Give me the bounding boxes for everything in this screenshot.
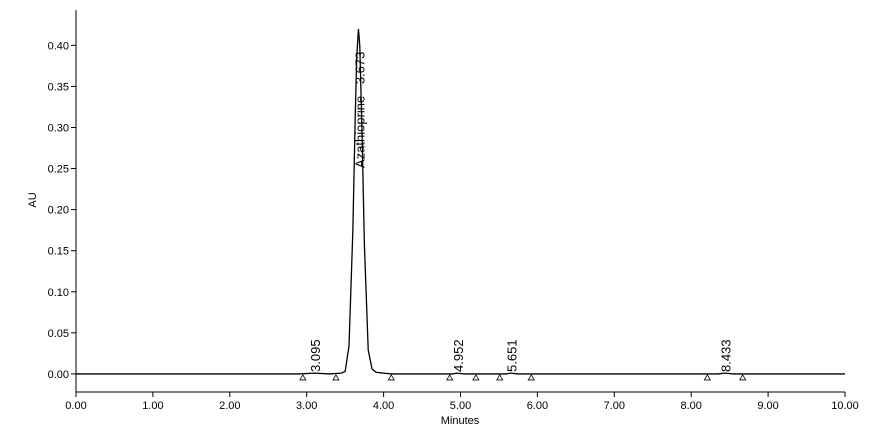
- y-tick-label: 0.20: [48, 205, 69, 217]
- y-tick-label: 0.35: [48, 81, 69, 93]
- y-axis-label: AU: [27, 192, 39, 207]
- baseline-marker: [527, 374, 535, 381]
- x-tick-label: 5.00: [450, 400, 471, 412]
- baseline-marker: [387, 374, 395, 381]
- x-axis-label: Minutes: [441, 415, 480, 427]
- baseline-marker: [496, 374, 504, 381]
- baseline-marker: [332, 374, 340, 381]
- baseline-marker: [703, 374, 712, 381]
- peak-label: Azathioprine - 3.673: [352, 52, 367, 168]
- y-tick-label: 0.40: [48, 40, 69, 52]
- baseline-marker: [472, 374, 480, 381]
- x-tick-label: 4.00: [373, 400, 394, 412]
- baseline-marker: [446, 374, 454, 381]
- x-tick-label: 3.00: [296, 400, 317, 412]
- y-tick-label: 0.25: [48, 164, 69, 176]
- baseline-marker: [739, 374, 747, 381]
- x-tick-label: 9.00: [757, 400, 778, 412]
- trace: [76, 28, 845, 375]
- x-tick-label: 8.00: [680, 400, 701, 412]
- y-tick-label: 0.15: [48, 246, 69, 258]
- y-tick-label: 0.00: [48, 369, 69, 381]
- peak-label: 5.651: [505, 339, 520, 372]
- x-tick-label: 1.00: [142, 400, 163, 412]
- x-tick-label: 0.00: [65, 400, 86, 412]
- peak-label: 3.095: [308, 339, 323, 372]
- x-tick-label: 7.00: [604, 400, 625, 412]
- y-tick-label: 0.05: [48, 328, 69, 340]
- y-tick-label: 0.10: [48, 287, 69, 299]
- peak-label: 8.433: [718, 339, 733, 372]
- x-tick-label: 6.00: [527, 400, 548, 412]
- x-tick-label: 10.00: [831, 400, 859, 412]
- peak-label: 4.952: [451, 339, 466, 372]
- baseline-marker: [299, 374, 307, 381]
- x-tick-label: 2.00: [219, 400, 240, 412]
- y-tick-label: 0.30: [48, 122, 69, 134]
